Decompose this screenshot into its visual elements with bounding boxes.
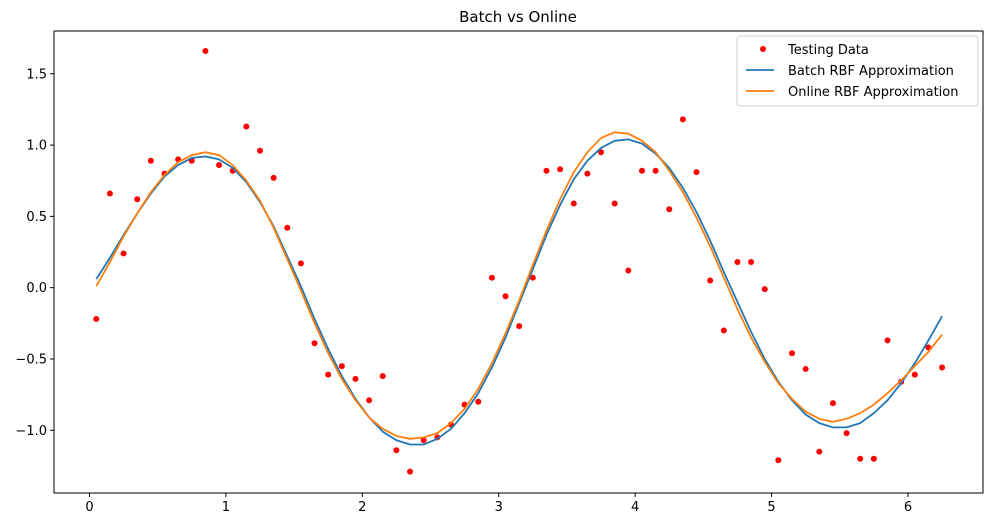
- data-point: [325, 371, 332, 378]
- data-point: [843, 430, 850, 437]
- x-tick-label: 4: [631, 500, 639, 515]
- data-point: [256, 147, 263, 154]
- data-point: [516, 323, 523, 330]
- data-point: [652, 167, 659, 174]
- y-tick-label: 1.0: [26, 139, 47, 154]
- data-point: [134, 196, 141, 203]
- data-point: [829, 400, 836, 407]
- data-point: [311, 340, 318, 347]
- y-axis: −1.0 −0.5 0.0 0.5 1.0 1.5: [15, 67, 54, 439]
- chart-title: Batch vs Online: [459, 8, 577, 26]
- data-point: [775, 457, 782, 464]
- data-point: [734, 259, 741, 265]
- data-point: [202, 47, 209, 54]
- data-point: [352, 375, 359, 382]
- data-point: [216, 162, 223, 169]
- data-point: [884, 337, 891, 344]
- legend-box: [736, 35, 979, 107]
- data-point: [543, 167, 550, 174]
- x-axis: 0 1 2 3 4 5 6: [85, 493, 912, 515]
- data-point: [598, 149, 605, 156]
- y-tick-label: −0.5: [15, 352, 47, 367]
- series-line-1: [95, 138, 943, 446]
- data-point: [584, 170, 591, 177]
- x-tick-label: 0: [85, 500, 93, 515]
- data-point: [666, 206, 673, 213]
- plot-layer: [93, 47, 946, 475]
- data-point: [366, 397, 373, 404]
- data-point: [625, 267, 632, 274]
- y-tick-label: 0.0: [26, 281, 47, 296]
- data-point: [761, 286, 768, 293]
- data-point: [720, 327, 727, 334]
- data-point: [870, 455, 877, 462]
- data-point: [407, 468, 414, 475]
- plot-frame: [53, 30, 984, 494]
- data-point: [789, 350, 796, 357]
- data-point: [420, 437, 427, 444]
- data-point: [338, 363, 345, 370]
- data-point: [911, 371, 918, 378]
- data-point: [707, 277, 714, 284]
- data-point: [147, 157, 154, 164]
- x-tick-label: 2: [358, 500, 366, 515]
- legend: Testing Data Batch RBF Approximation Onlin…: [736, 35, 979, 107]
- data-point: [379, 373, 386, 380]
- data-point: [857, 455, 864, 462]
- x-tick-label: 5: [767, 500, 775, 515]
- data-point: [748, 259, 755, 265]
- x-tick-label: 3: [495, 500, 503, 515]
- data-point: [570, 200, 577, 207]
- data-point: [638, 167, 645, 174]
- data-point: [488, 274, 495, 281]
- data-point: [502, 293, 509, 300]
- data-point: [557, 166, 564, 173]
- data-point: [816, 448, 823, 455]
- series-line-2: [95, 131, 943, 440]
- data-point: [611, 200, 618, 207]
- data-point: [679, 116, 686, 123]
- y-tick-label: −1.0: [15, 424, 47, 439]
- data-point: [243, 123, 250, 130]
- data-point: [106, 190, 113, 197]
- data-point: [284, 224, 291, 231]
- x-tick-label: 6: [904, 500, 912, 515]
- data-point: [120, 250, 127, 257]
- data-point: [693, 169, 700, 176]
- data-point: [475, 398, 482, 405]
- data-point: [529, 274, 536, 281]
- data-point: [270, 174, 277, 181]
- legend-label: Batch RBF Approximation: [788, 64, 954, 79]
- y-tick-label: 0.5: [26, 210, 47, 225]
- data-point: [93, 316, 100, 323]
- legend-marker-scatter: [760, 46, 766, 52]
- data-point: [393, 447, 400, 454]
- y-tick-label: 1.5: [26, 67, 47, 82]
- legend-label: Testing Data: [787, 43, 869, 58]
- legend-label: Online RBF Approximation: [788, 85, 958, 100]
- data-point: [939, 364, 946, 371]
- data-point: [802, 365, 809, 372]
- x-tick-label: 1: [222, 500, 230, 515]
- data-point: [297, 260, 304, 267]
